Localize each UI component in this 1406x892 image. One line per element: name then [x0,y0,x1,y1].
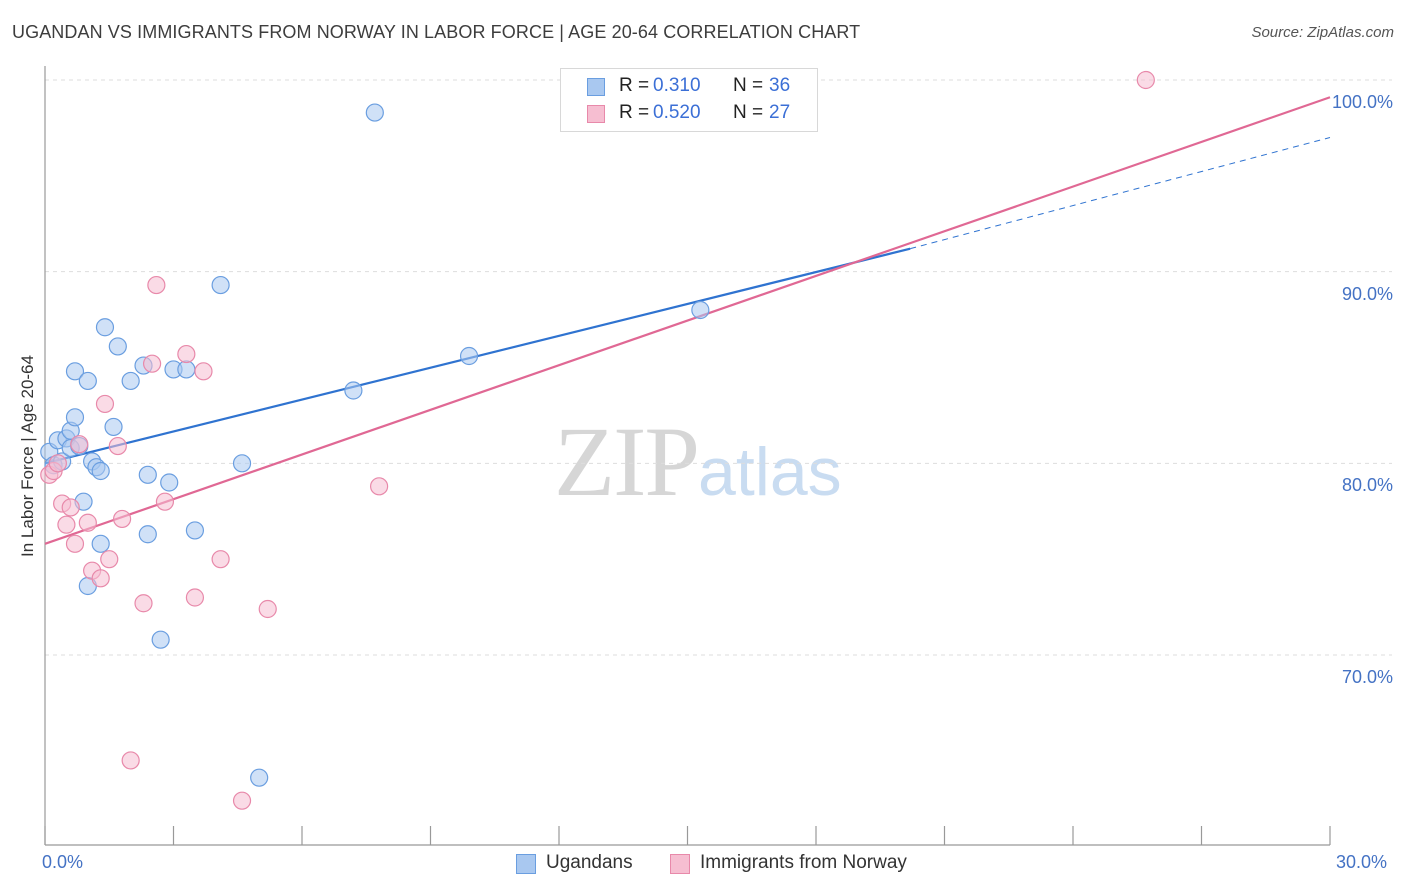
point-ugandans [365,103,384,122]
trend-line-norway [44,96,1331,545]
legend-n-label: N = [733,102,764,123]
point-ugandans [138,465,157,484]
point-ugandans [250,768,269,787]
series-legend-label: Ugandans [546,852,633,873]
point-norway [61,498,80,517]
chart-title: UGANDAN VS IMMIGRANTS FROM NORWAY IN LAB… [12,22,861,42]
point-ugandans [91,534,110,553]
trend-lines [44,96,1331,545]
point-norway [211,550,230,569]
point-norway [70,435,89,454]
x-tick-label-min: 0.0% [42,852,84,872]
point-ugandans [108,337,127,356]
point-norway [121,751,140,770]
point-ugandans [104,417,123,437]
point-ugandans [185,521,205,540]
legend-r-label: R = [619,102,650,123]
point-ugandans [121,371,140,391]
y-tick-label: 70.0% [1341,667,1393,687]
trend-extension-ugandans [910,137,1331,250]
point-ugandans [65,408,85,427]
point-ugandans [232,454,252,473]
point-norway [232,791,252,810]
point-ugandans [459,346,479,366]
point-ugandans [344,381,363,400]
point-norway [100,550,119,569]
point-norway [142,354,162,373]
point-norway [1136,70,1155,90]
point-ugandans [177,360,196,379]
point-norway [185,588,205,607]
series-legend-label: Immigrants from Norway [700,852,907,873]
point-norway [65,534,85,553]
point-norway [134,594,153,613]
point-norway [258,599,277,619]
grid-lines [45,79,1392,656]
point-norway [147,275,166,295]
point-norway [155,492,175,511]
correlation-legend: R = 0.310 N = 36 R = 0.520 N = 27 [560,68,818,132]
y-axis-label: In Labor Force | Age 20-64 [18,355,37,557]
point-ugandans [138,525,157,544]
point-norway [112,509,132,529]
watermark-atlas: atlas [698,434,842,510]
legend-swatch-pink [587,105,605,123]
series-swatch-blue [516,854,536,874]
legend-r-label: R = [619,75,650,96]
point-norway [57,515,76,534]
y-tick-label: 90.0% [1341,283,1393,304]
point-ugandans [151,630,170,649]
legend-r-value: 0.310 [653,75,701,96]
legend-r-value: 0.520 [653,102,701,123]
watermark: ZIPatlas [554,404,842,519]
point-norway [95,394,115,414]
point-norway [91,569,110,588]
point-norway [48,454,67,473]
data-points [40,70,1155,810]
source-attribution: Source: ZipAtlas.com [1251,24,1394,41]
point-norway [194,362,213,381]
y-tick-label: 100.0% [1331,92,1393,112]
point-norway [370,477,389,496]
point-ugandans [65,362,85,381]
point-ugandans [91,461,110,481]
point-ugandans [691,300,710,320]
legend-n-label: N = [733,75,764,96]
legend-n-value: 27 [769,102,791,123]
point-ugandans [211,275,230,295]
watermark-zip: ZIP [554,406,700,517]
point-ugandans [78,371,97,391]
point-norway [177,344,196,364]
point-ugandans [95,318,115,337]
legend-swatch-blue [587,78,605,96]
series-swatch-pink [670,854,690,874]
point-ugandans [160,473,179,492]
x-tick-label-max: 30.0% [1336,852,1388,872]
point-norway [108,436,127,456]
point-norway [78,513,97,532]
y-tick-label: 80.0% [1341,475,1393,496]
legend-n-value: 36 [769,75,791,96]
